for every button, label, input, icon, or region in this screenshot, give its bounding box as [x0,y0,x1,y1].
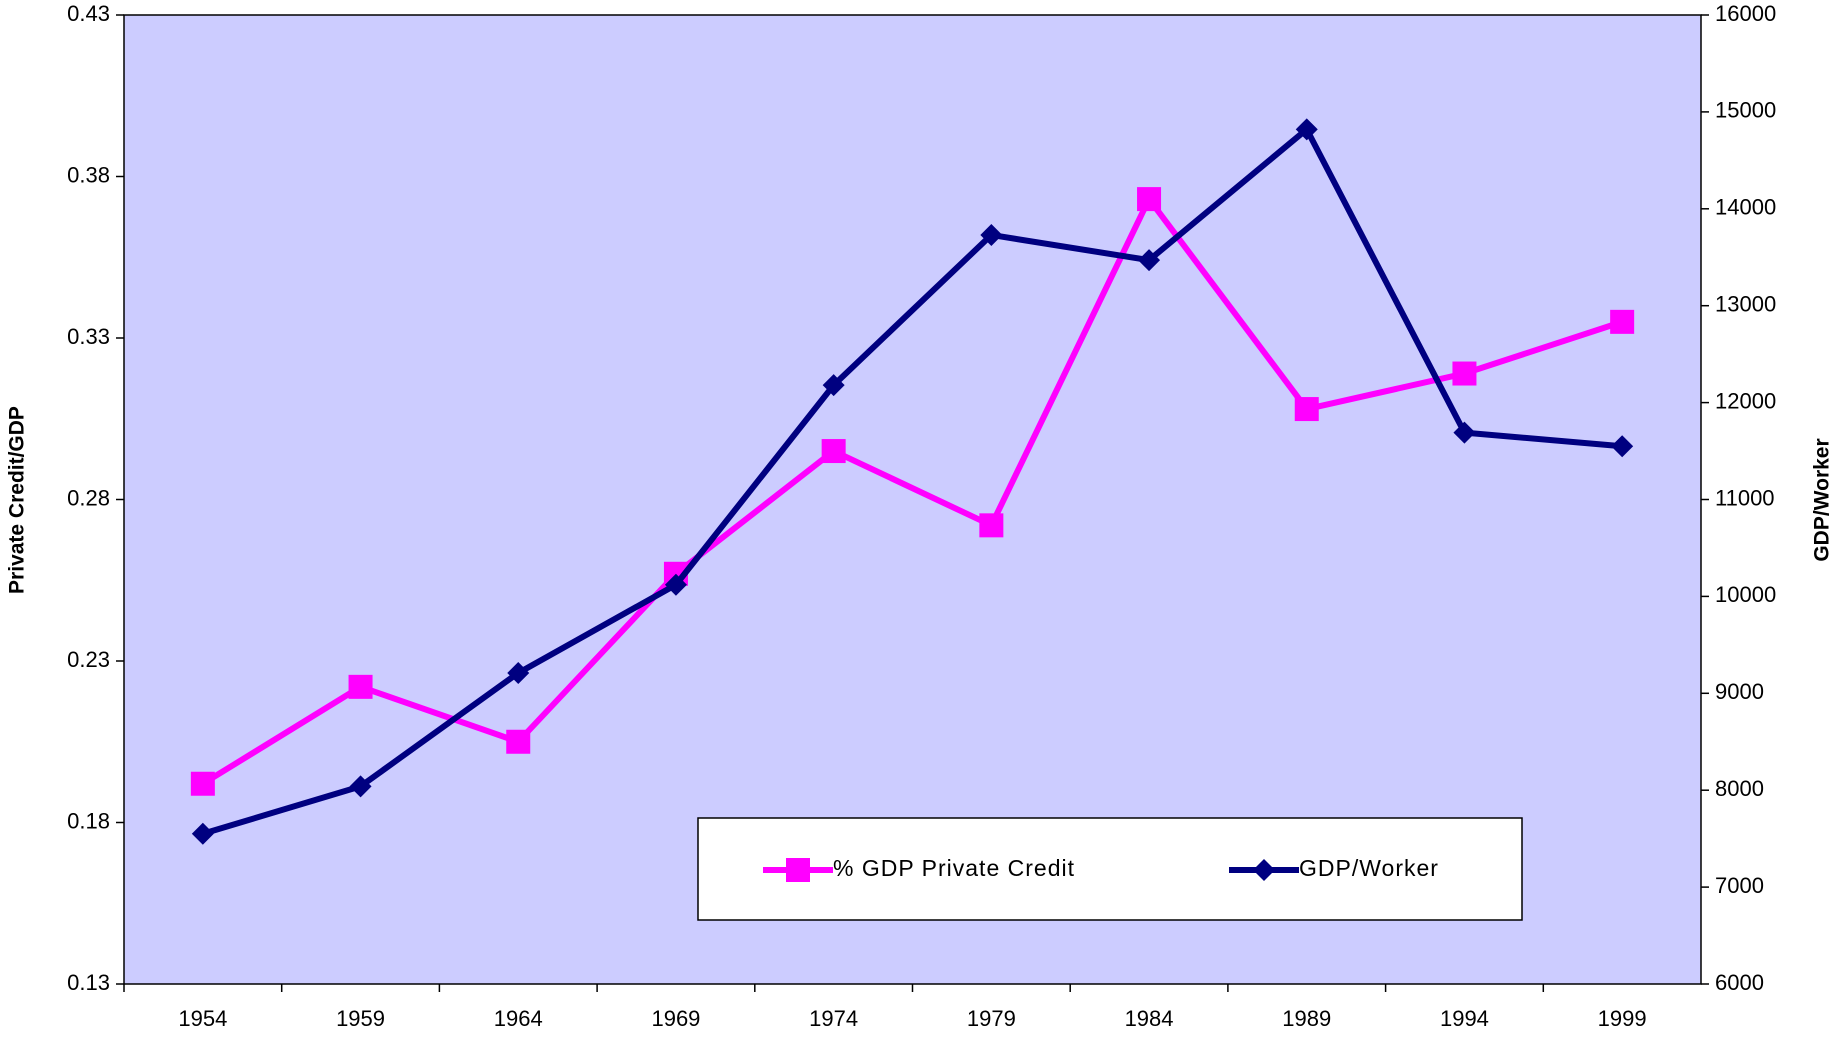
y-axis-label: Private Credit/GDP [6,406,29,594]
x-tick-label: 1969 [651,1006,700,1031]
y2-tick-label: 7000 [1715,873,1764,898]
data-point [1138,249,1161,272]
data-point [506,729,531,754]
data-point [979,513,1004,538]
legend-box [697,817,1523,921]
y2-tick-label: 15000 [1715,98,1776,123]
legend-label: % GDP Private Credit [833,855,1075,881]
data-point [980,223,1003,246]
y2-tick-label: 8000 [1715,776,1764,801]
x-tick-label: 1999 [1598,1006,1647,1031]
data-point [1453,421,1476,444]
data-point [822,374,845,397]
data-point [507,661,530,684]
legend-label: GDP/Worker [1299,855,1439,881]
series-line [201,196,1624,787]
x-tick-label: 1989 [1282,1006,1331,1031]
y2-tick-label: 6000 [1715,970,1764,995]
x-tick-label: 1964 [494,1006,543,1031]
x-tick-label: 1994 [1440,1006,1489,1031]
y-tick-label: 0.28 [67,485,110,510]
y2-tick-label: 12000 [1715,388,1776,413]
y-tick-label: 0.38 [67,162,110,187]
series-line [201,126,1623,837]
y2-tick-label: 9000 [1715,679,1764,704]
y2-tick-label: 10000 [1715,582,1776,607]
data-point [664,573,687,596]
data-point [190,771,215,796]
y-tick-label: 0.43 [67,1,110,26]
y-tick-label: 0.13 [67,970,110,995]
data-point [1137,187,1162,212]
data-point [191,822,214,845]
y-tick-label: 0.18 [67,808,110,833]
y2-tick-label: 11000 [1715,485,1775,510]
y-tick-label: 0.23 [67,647,110,672]
x-tick-label: 1984 [1125,1006,1174,1031]
data-point [349,775,372,798]
x-tick-label: 1959 [336,1006,385,1031]
legend-marker [786,858,810,882]
data-point [1610,309,1635,334]
legend-marker [1253,859,1275,881]
data-point [348,674,373,699]
y2-tick-label: 16000 [1715,1,1776,26]
x-tick-label: 1974 [809,1006,858,1031]
x-tick-label: 1954 [178,1006,227,1031]
y2-axis-label: GDP/Worker [1811,438,1834,561]
y2-tick-label: 14000 [1715,195,1776,220]
y-tick-label: 0.33 [67,324,110,349]
x-tick-label: 1979 [967,1006,1016,1031]
data-point [1611,435,1634,458]
y2-tick-label: 13000 [1715,292,1776,317]
data-point [821,439,846,464]
data-point [1294,397,1319,422]
data-point [1452,361,1477,386]
data-point [1295,118,1318,141]
